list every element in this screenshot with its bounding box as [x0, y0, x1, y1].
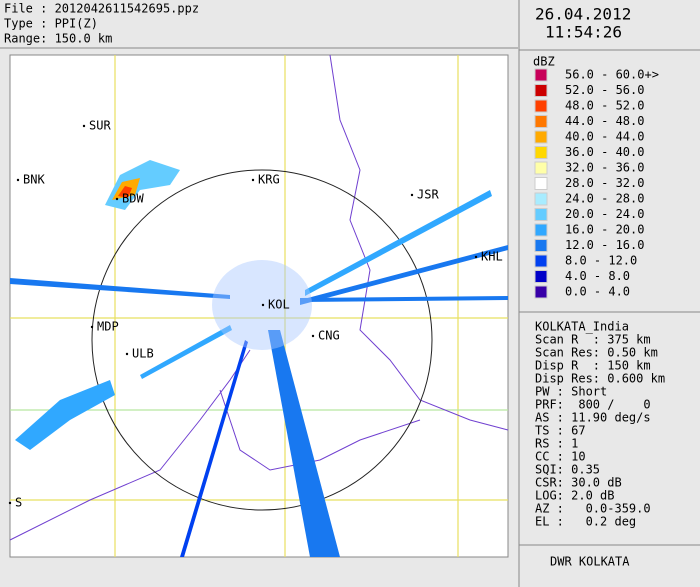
scan-type: Type : PPI(Z) — [4, 17, 98, 31]
legend-label: 24.0 - 28.0 — [565, 192, 644, 206]
station-info: EL : 0.2 deg — [535, 515, 636, 529]
legend-label: 4.0 - 8.0 — [565, 269, 630, 283]
station-label: MDP — [97, 320, 119, 334]
legend-swatch — [534, 208, 548, 221]
station-info: LOG: 2.0 dB — [535, 489, 614, 503]
station-label: BDW — [122, 192, 144, 206]
legend-swatch — [534, 177, 548, 190]
station-info: Scan R : 375 km — [535, 333, 651, 347]
legend-swatch — [534, 239, 548, 252]
station-info: Disp R : 150 km — [535, 359, 651, 373]
echo — [10, 278, 230, 299]
grid — [10, 55, 508, 557]
station-info: CC : 10 — [535, 450, 586, 464]
legend-swatch — [534, 285, 548, 299]
legend-swatch — [534, 68, 548, 82]
station-label: BNK — [23, 173, 45, 187]
station-dot — [16, 178, 20, 182]
date: 26.04.2012 — [535, 5, 631, 24]
map — [9, 54, 509, 558]
echo — [180, 340, 248, 557]
legend-swatch — [534, 161, 548, 175]
legend-label: 40.0 - 44.0 — [565, 130, 644, 144]
file-name: File : 2012042611542695.ppz — [4, 2, 199, 16]
legend-label: 8.0 - 12.0 — [565, 254, 637, 268]
station-info: RS : 1 — [535, 437, 578, 451]
station-dot — [125, 352, 129, 356]
station-info: PRF: 800 / 0 — [535, 398, 651, 412]
echo — [300, 245, 508, 305]
legend-label: 36.0 - 40.0 — [565, 145, 644, 159]
legend-label: 52.0 - 56.0 — [565, 83, 644, 97]
station-dot — [82, 124, 86, 128]
legend-swatch — [534, 99, 548, 113]
legend-swatch — [534, 130, 548, 144]
legend-label: 48.0 - 52.0 — [565, 99, 644, 113]
legend-swatch — [534, 115, 548, 128]
footer: DWR KOLKATA — [550, 555, 630, 569]
station-info: AS : 11.90 deg/s — [535, 411, 651, 425]
range-ring — [91, 169, 433, 511]
legend-label: 44.0 - 48.0 — [565, 114, 644, 128]
station-info: KOLKATA_India — [535, 320, 629, 334]
station-info: Scan Res: 0.50 km — [535, 346, 658, 360]
legend-unit: dBZ — [533, 55, 555, 69]
station-info: CSR: 30.0 dB — [535, 476, 622, 490]
station-info: TS : 67 — [535, 424, 586, 438]
station-dot — [474, 255, 478, 259]
station-dot — [261, 303, 265, 307]
legend-swatch — [534, 192, 548, 206]
map-frame — [9, 54, 509, 558]
station-label: S — [15, 496, 22, 510]
legend-label: 28.0 - 32.0 — [565, 176, 644, 190]
legend-swatch — [534, 146, 548, 159]
station-label: KRG — [258, 173, 280, 187]
station-info: PW : Short — [535, 385, 607, 399]
echo — [305, 190, 492, 296]
echo — [300, 296, 508, 302]
station-label: CNG — [318, 329, 340, 343]
station-dot — [311, 334, 315, 338]
echo — [105, 160, 180, 210]
station-info: AZ : 0.0-359.0 — [535, 502, 651, 516]
legend-label: 20.0 - 24.0 — [565, 207, 644, 221]
station-dot — [115, 197, 119, 201]
station-dot — [410, 193, 414, 197]
legend-swatch — [534, 254, 548, 268]
legend-label: 0.0 - 4.0 — [565, 285, 630, 299]
station-label: SUR — [89, 119, 111, 133]
station-info: Disp Res: 0.600 km — [535, 372, 665, 386]
station-label: ULB — [132, 347, 154, 361]
station-dot — [8, 501, 12, 505]
range: Range: 150.0 km — [4, 32, 112, 46]
time: 11:54:26 — [545, 23, 622, 42]
echo — [15, 380, 115, 450]
station-label: KHL — [481, 250, 503, 264]
legend-label: 32.0 - 36.0 — [565, 161, 644, 175]
echo — [140, 325, 232, 379]
echo — [268, 330, 340, 557]
station-dot — [90, 325, 94, 329]
station-dot — [251, 178, 255, 182]
legend-label: 56.0 - 60.0+> — [565, 68, 659, 82]
legend-swatch — [534, 223, 548, 237]
echoes — [10, 160, 508, 557]
legend-swatch — [534, 84, 548, 97]
legend-label: 16.0 - 20.0 — [565, 223, 644, 237]
legend-swatch — [534, 270, 548, 283]
legend-label: 12.0 - 16.0 — [565, 238, 644, 252]
station-label: KOL — [268, 298, 290, 312]
station-label: JSR — [417, 188, 439, 202]
station-info: SQI: 0.35 — [535, 463, 600, 477]
echo — [118, 186, 132, 198]
